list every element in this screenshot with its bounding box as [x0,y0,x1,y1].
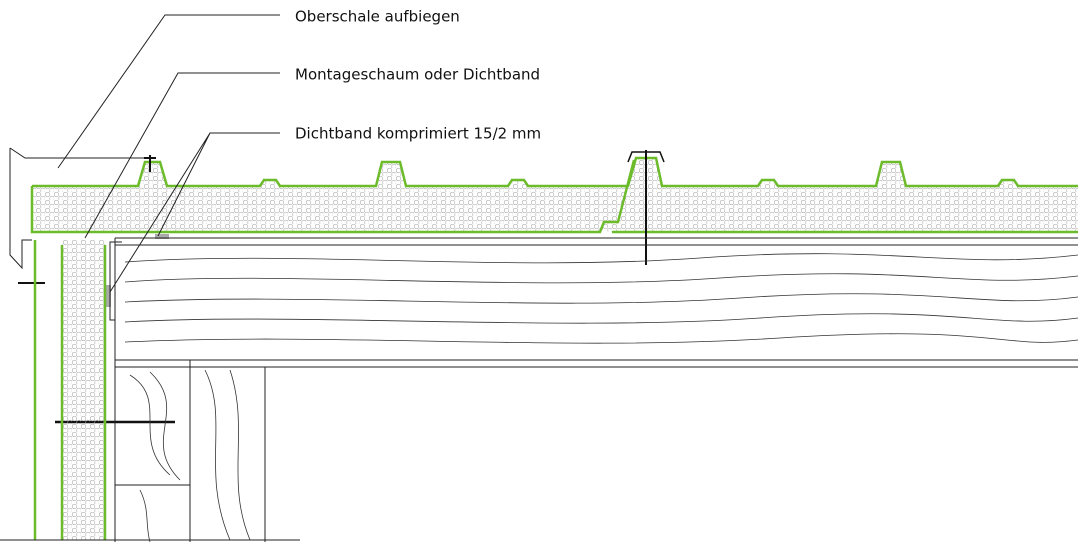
roof-panel [30,156,1078,234]
label: Montageschaum oder Dichtband [295,66,540,84]
sealing-tape [155,234,169,239]
timber [109,237,1078,542]
flashing [9,147,148,270]
leaders [57,14,280,293]
wall-panel [33,240,107,540]
label: Oberschale aufbiegen [295,8,460,26]
sealing-tape [106,285,111,307]
label: Dichtband komprimiert 15/2 mm [295,125,541,143]
